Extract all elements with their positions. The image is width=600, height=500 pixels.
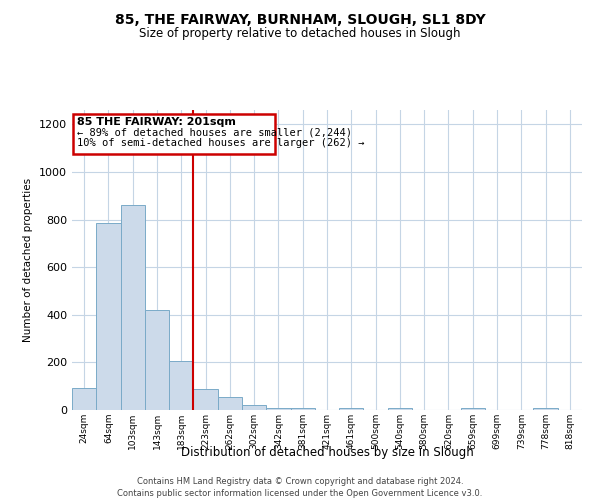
Bar <box>266 408 290 410</box>
Text: Contains HM Land Registry data © Crown copyright and database right 2024.: Contains HM Land Registry data © Crown c… <box>137 476 463 486</box>
Bar <box>73 114 275 154</box>
Bar <box>290 408 315 410</box>
Bar <box>169 361 193 410</box>
Bar <box>388 408 412 410</box>
Text: Size of property relative to detached houses in Slough: Size of property relative to detached ho… <box>139 28 461 40</box>
Text: 10% of semi-detached houses are larger (262) →: 10% of semi-detached houses are larger (… <box>77 138 364 148</box>
Text: 85 THE FAIRWAY: 201sqm: 85 THE FAIRWAY: 201sqm <box>77 117 236 127</box>
Text: ← 89% of detached houses are smaller (2,244): ← 89% of detached houses are smaller (2,… <box>77 127 352 137</box>
Bar <box>218 398 242 410</box>
Text: Distribution of detached houses by size in Slough: Distribution of detached houses by size … <box>181 446 473 459</box>
Bar <box>533 408 558 410</box>
Text: Contains public sector information licensed under the Open Government Licence v3: Contains public sector information licen… <box>118 490 482 498</box>
Bar <box>72 388 96 410</box>
Bar <box>145 310 169 410</box>
Text: 85, THE FAIRWAY, BURNHAM, SLOUGH, SL1 8DY: 85, THE FAIRWAY, BURNHAM, SLOUGH, SL1 8D… <box>115 12 485 26</box>
Bar <box>242 405 266 410</box>
Bar <box>121 205 145 410</box>
Bar <box>339 408 364 410</box>
Y-axis label: Number of detached properties: Number of detached properties <box>23 178 34 342</box>
Bar <box>461 408 485 410</box>
Bar <box>96 223 121 410</box>
Bar <box>193 389 218 410</box>
